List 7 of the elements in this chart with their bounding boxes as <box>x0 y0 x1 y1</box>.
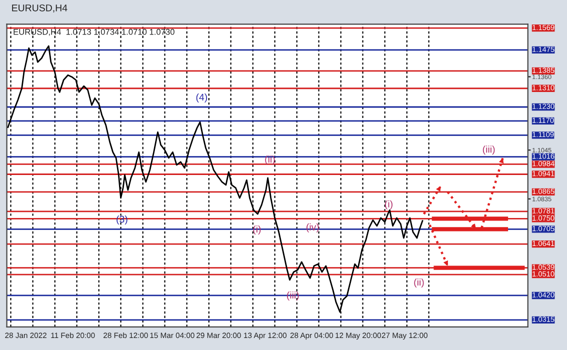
annotation: (ii) <box>265 156 275 165</box>
annotation: (4) <box>196 93 208 103</box>
chart-title: EURUSD,H4 <box>12 4 68 13</box>
annotation: (ii) <box>414 278 424 288</box>
annotation: (iii) <box>482 146 495 155</box>
annotation: (i) <box>385 200 392 210</box>
annotation: EURUSD,H4 1.0713 1.0734 1.0710 1.0730 <box>14 28 174 36</box>
